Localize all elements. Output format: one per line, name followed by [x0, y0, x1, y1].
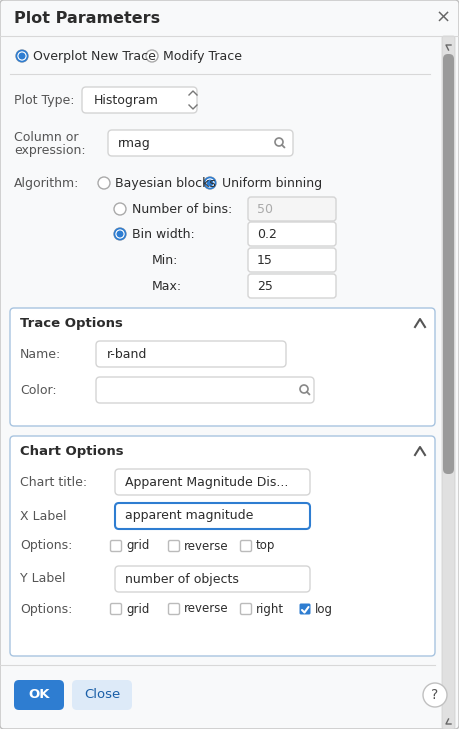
- Text: grid: grid: [126, 539, 149, 553]
- Text: Chart Options: Chart Options: [20, 445, 123, 458]
- Text: reverse: reverse: [184, 602, 229, 615]
- Text: Column or: Column or: [14, 130, 78, 144]
- Circle shape: [204, 177, 216, 189]
- Text: Algorithm:: Algorithm:: [14, 176, 79, 190]
- FancyBboxPatch shape: [248, 222, 336, 246]
- FancyBboxPatch shape: [96, 341, 286, 367]
- Text: 0.2: 0.2: [257, 227, 277, 241]
- Text: Histogram: Histogram: [94, 93, 158, 106]
- Text: Bin width:: Bin width:: [132, 227, 195, 241]
- Text: rmag: rmag: [118, 136, 151, 149]
- Text: 50: 50: [257, 203, 273, 216]
- FancyBboxPatch shape: [14, 680, 64, 710]
- Text: ?: ?: [431, 688, 439, 702]
- FancyBboxPatch shape: [115, 503, 310, 529]
- FancyBboxPatch shape: [96, 377, 314, 403]
- Circle shape: [117, 230, 123, 238]
- Text: right: right: [256, 602, 284, 615]
- FancyBboxPatch shape: [248, 248, 336, 272]
- Text: Options:: Options:: [20, 539, 73, 553]
- Circle shape: [16, 50, 28, 62]
- Text: apparent magnitude: apparent magnitude: [125, 510, 253, 523]
- Text: number of objects: number of objects: [125, 572, 239, 585]
- FancyBboxPatch shape: [442, 36, 455, 729]
- Text: Close: Close: [84, 688, 120, 701]
- FancyBboxPatch shape: [248, 274, 336, 298]
- FancyBboxPatch shape: [300, 604, 310, 615]
- Circle shape: [114, 203, 126, 215]
- Circle shape: [207, 179, 213, 187]
- FancyBboxPatch shape: [10, 436, 435, 656]
- Text: Plot Type:: Plot Type:: [14, 93, 74, 106]
- Text: Trace Options: Trace Options: [20, 316, 123, 330]
- Text: 25: 25: [257, 279, 273, 292]
- Circle shape: [18, 52, 26, 60]
- Text: Uniform binning: Uniform binning: [222, 176, 322, 190]
- FancyBboxPatch shape: [111, 540, 122, 552]
- Text: reverse: reverse: [184, 539, 229, 553]
- Text: expression:: expression:: [14, 144, 86, 157]
- FancyBboxPatch shape: [72, 680, 132, 710]
- FancyBboxPatch shape: [115, 566, 310, 592]
- Text: Options:: Options:: [20, 602, 73, 615]
- Circle shape: [423, 683, 447, 707]
- Text: Color:: Color:: [20, 383, 56, 397]
- FancyBboxPatch shape: [443, 54, 454, 474]
- FancyBboxPatch shape: [168, 604, 179, 615]
- Text: Min:: Min:: [152, 254, 179, 267]
- Circle shape: [114, 228, 126, 240]
- FancyBboxPatch shape: [82, 87, 197, 113]
- Text: Chart title:: Chart title:: [20, 475, 87, 488]
- Text: top: top: [256, 539, 275, 553]
- FancyBboxPatch shape: [168, 540, 179, 552]
- Text: Bayesian blocks: Bayesian blocks: [115, 176, 216, 190]
- Text: OK: OK: [28, 688, 50, 701]
- Text: Number of bins:: Number of bins:: [132, 203, 232, 216]
- Text: Modify Trace: Modify Trace: [163, 50, 242, 63]
- Text: log: log: [315, 602, 333, 615]
- FancyBboxPatch shape: [241, 540, 252, 552]
- Text: 15: 15: [257, 254, 273, 267]
- Text: r-band: r-band: [107, 348, 147, 361]
- Text: Max:: Max:: [152, 279, 182, 292]
- Text: Apparent Magnitude Dis...: Apparent Magnitude Dis...: [125, 475, 288, 488]
- Text: Plot Parameters: Plot Parameters: [14, 10, 160, 26]
- FancyBboxPatch shape: [241, 604, 252, 615]
- Circle shape: [98, 177, 110, 189]
- Text: Y Label: Y Label: [20, 572, 66, 585]
- FancyBboxPatch shape: [108, 130, 293, 156]
- Text: Name:: Name:: [20, 348, 61, 361]
- Text: grid: grid: [126, 602, 149, 615]
- FancyBboxPatch shape: [115, 469, 310, 495]
- Text: ×: ×: [436, 9, 451, 27]
- FancyBboxPatch shape: [10, 308, 435, 426]
- FancyBboxPatch shape: [248, 197, 336, 221]
- Text: Overplot New Trace: Overplot New Trace: [33, 50, 156, 63]
- Text: X Label: X Label: [20, 510, 67, 523]
- FancyBboxPatch shape: [111, 604, 122, 615]
- Circle shape: [146, 50, 158, 62]
